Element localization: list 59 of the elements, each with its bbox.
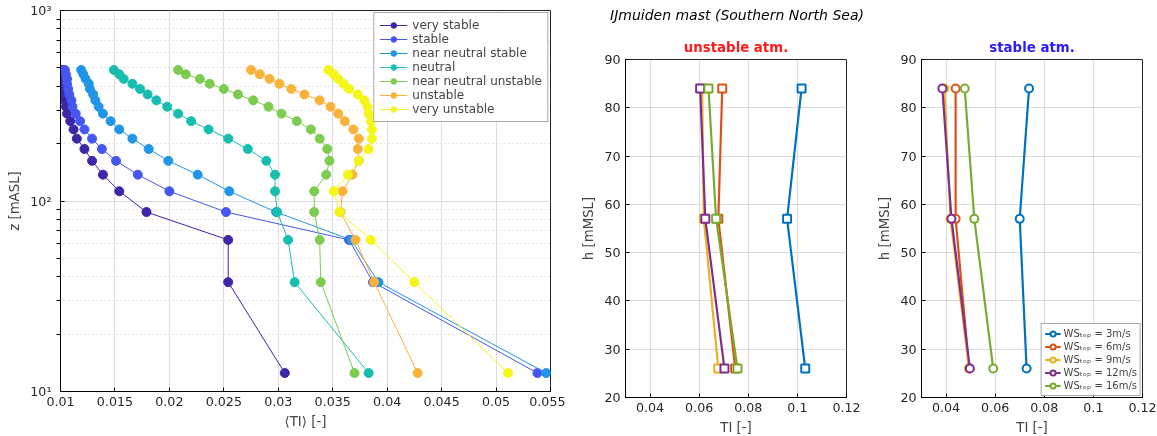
x-tick-label: 0.04	[635, 399, 665, 415]
legend-label: WSₜₒₚ = 6m/s	[1063, 340, 1131, 353]
y-axis-title: h [mMSL]	[877, 196, 893, 261]
x-axis-title: ⟨TI⟩ [-]	[284, 413, 327, 429]
legend-label: WSₜₒₚ = 3m/s	[1063, 327, 1131, 340]
x-tick-label: 0.025	[205, 393, 242, 409]
y-tick-label: 50	[900, 245, 917, 261]
y-tick-label: 90	[900, 52, 917, 67]
x-axis-title: TI [-]	[1015, 419, 1048, 435]
x-tick-label: 0.06	[981, 399, 1010, 415]
x-tick-label: 0.1	[1083, 399, 1104, 415]
legend-label: WSₜₒₚ = 9m/s	[1063, 353, 1131, 366]
legend-label: near neutral unstable	[412, 74, 542, 88]
x-tick-label: 0.04	[931, 399, 961, 415]
x-tick-label: 0.1	[787, 399, 808, 415]
x-tick-label: 0.04	[373, 393, 402, 409]
y-tick-label: 80	[900, 100, 917, 116]
y-tick-label: 50	[604, 245, 621, 261]
legend-label: very unstable	[412, 102, 495, 116]
y-tick-label: 40	[604, 293, 621, 309]
y-axis-title: z [mASL]	[7, 171, 23, 231]
x-tick-label: 0.06	[685, 399, 714, 415]
y-tick-label: 60	[604, 196, 621, 212]
y-tick-label: 60	[900, 196, 917, 212]
x-tick-label: 0.08	[734, 399, 763, 415]
y-tick-label: 20	[604, 390, 621, 405]
chart-subtitle: unstable atm.	[683, 39, 789, 55]
x-tick-label: 0.02	[155, 393, 184, 409]
y-tick-label: 20	[900, 390, 917, 405]
legend-label: near neutral stable	[412, 46, 527, 60]
legend-label: stable	[412, 32, 449, 46]
x-tick-label: 0.055	[529, 393, 566, 409]
x-tick-label: 0.08	[1030, 399, 1059, 415]
y-tick-label: 10³	[30, 3, 52, 18]
legend-label: unstable	[412, 88, 465, 102]
x-tick-label: 0.12	[1128, 399, 1157, 415]
legend-label: very stable	[412, 18, 480, 32]
y-tick-label: 70	[900, 148, 917, 164]
y-tick-label: 40	[900, 293, 917, 309]
chart-subtitle: stable atm.	[989, 39, 1075, 55]
x-tick-label: 0.015	[96, 393, 134, 409]
y-tick-label: 30	[900, 341, 917, 357]
x-tick-label: 0.05	[481, 393, 511, 409]
x-tick-label: 0.01	[46, 393, 75, 409]
x-tick-label: 0.03	[264, 393, 293, 409]
x-tick-label: 0.045	[423, 393, 460, 409]
y-axis-title: h [mMSL]	[581, 196, 597, 261]
y-tick-label: 30	[604, 341, 621, 357]
x-tick-label: 0.035	[314, 393, 351, 409]
y-tick-label: 10²	[30, 193, 52, 209]
legend-label: WSₜₒₚ = 12m/s	[1063, 366, 1137, 379]
x-axis-title: TI [-]	[719, 419, 752, 435]
y-tick-label: 80	[604, 100, 621, 116]
legend-label: neutral	[412, 60, 456, 74]
chart-title: IJmuiden mast (Southern North Sea)	[609, 6, 864, 25]
x-tick-label: 0.12	[832, 399, 861, 415]
y-tick-label: 90	[604, 52, 621, 67]
y-tick-label: 70	[604, 148, 621, 164]
legend-label: WSₜₒₚ = 16m/s	[1063, 379, 1137, 392]
